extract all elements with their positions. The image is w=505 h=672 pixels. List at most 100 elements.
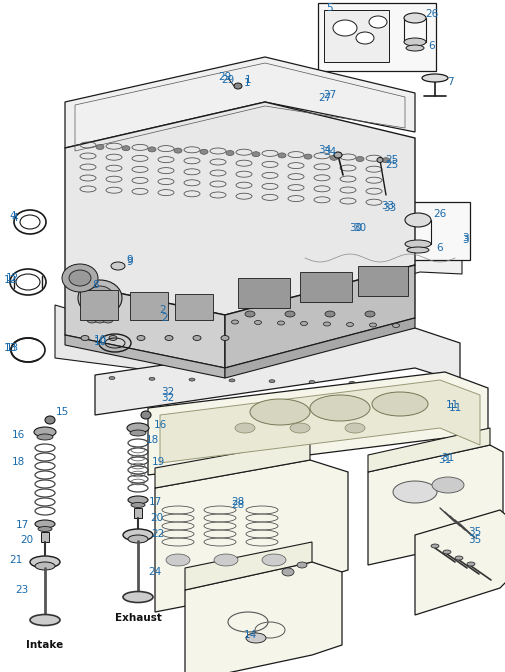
Polygon shape bbox=[225, 318, 414, 378]
Ellipse shape bbox=[45, 416, 55, 424]
Text: 27: 27 bbox=[323, 90, 336, 100]
Text: 30: 30 bbox=[349, 223, 362, 233]
Ellipse shape bbox=[192, 335, 200, 341]
Text: 1: 1 bbox=[243, 78, 250, 88]
Ellipse shape bbox=[404, 240, 430, 248]
Text: 4: 4 bbox=[10, 211, 16, 221]
Text: 6: 6 bbox=[428, 41, 434, 51]
Text: 13: 13 bbox=[6, 343, 19, 353]
Ellipse shape bbox=[405, 45, 423, 51]
Text: 33: 33 bbox=[383, 203, 396, 213]
Ellipse shape bbox=[30, 556, 60, 568]
Ellipse shape bbox=[245, 633, 266, 643]
Text: 2: 2 bbox=[160, 305, 166, 315]
Ellipse shape bbox=[123, 529, 153, 541]
Ellipse shape bbox=[233, 83, 241, 89]
Text: 2: 2 bbox=[162, 313, 168, 323]
Ellipse shape bbox=[221, 335, 229, 341]
Text: 7: 7 bbox=[446, 77, 452, 87]
Ellipse shape bbox=[234, 423, 255, 433]
Ellipse shape bbox=[214, 554, 237, 566]
Ellipse shape bbox=[30, 614, 60, 626]
Polygon shape bbox=[65, 102, 414, 315]
Ellipse shape bbox=[406, 247, 428, 253]
Text: 29: 29 bbox=[218, 72, 231, 82]
Ellipse shape bbox=[69, 270, 91, 286]
Bar bbox=[317, 3, 435, 71]
Polygon shape bbox=[155, 460, 347, 612]
Text: 31: 31 bbox=[437, 455, 451, 465]
Bar bbox=[387, 202, 469, 260]
Polygon shape bbox=[367, 445, 502, 565]
Ellipse shape bbox=[296, 562, 307, 568]
Text: 23: 23 bbox=[15, 585, 29, 595]
Ellipse shape bbox=[249, 399, 310, 425]
Bar bbox=[237, 278, 289, 308]
Ellipse shape bbox=[37, 434, 53, 440]
Text: 17: 17 bbox=[15, 520, 29, 530]
Text: 10: 10 bbox=[93, 335, 107, 345]
Ellipse shape bbox=[431, 477, 463, 493]
Polygon shape bbox=[367, 428, 489, 472]
Ellipse shape bbox=[111, 262, 125, 270]
Ellipse shape bbox=[281, 568, 293, 576]
Ellipse shape bbox=[392, 323, 399, 327]
Ellipse shape bbox=[346, 323, 353, 327]
Ellipse shape bbox=[122, 146, 130, 151]
Ellipse shape bbox=[310, 395, 369, 421]
Ellipse shape bbox=[262, 554, 285, 566]
Ellipse shape bbox=[128, 535, 147, 543]
Ellipse shape bbox=[430, 544, 438, 548]
Ellipse shape bbox=[78, 280, 122, 316]
Ellipse shape bbox=[109, 376, 115, 380]
Polygon shape bbox=[289, 205, 461, 308]
Polygon shape bbox=[95, 328, 459, 415]
Ellipse shape bbox=[329, 155, 337, 161]
Ellipse shape bbox=[289, 423, 310, 433]
Ellipse shape bbox=[231, 320, 238, 324]
Ellipse shape bbox=[277, 153, 285, 158]
Text: 9: 9 bbox=[126, 255, 133, 265]
Ellipse shape bbox=[332, 20, 357, 36]
Text: 11: 11 bbox=[447, 403, 461, 413]
Text: 28: 28 bbox=[231, 497, 244, 507]
Ellipse shape bbox=[38, 526, 52, 532]
Ellipse shape bbox=[128, 496, 147, 504]
Ellipse shape bbox=[86, 286, 114, 310]
Ellipse shape bbox=[376, 157, 382, 163]
Text: 3: 3 bbox=[461, 235, 468, 245]
Bar bbox=[358, 266, 407, 296]
Ellipse shape bbox=[165, 335, 173, 341]
Bar bbox=[175, 294, 213, 320]
Text: Exhaust: Exhaust bbox=[114, 613, 161, 623]
Ellipse shape bbox=[174, 148, 182, 153]
Text: 18: 18 bbox=[11, 457, 25, 467]
Text: 1: 1 bbox=[244, 75, 251, 85]
Text: 20: 20 bbox=[20, 535, 33, 545]
Ellipse shape bbox=[35, 520, 55, 528]
Ellipse shape bbox=[388, 382, 394, 385]
Text: 12: 12 bbox=[6, 273, 19, 283]
Text: 34: 34 bbox=[318, 145, 331, 155]
Text: 18: 18 bbox=[145, 435, 158, 445]
Text: 25: 25 bbox=[385, 160, 398, 170]
Text: Intake: Intake bbox=[26, 640, 64, 650]
Polygon shape bbox=[147, 372, 487, 475]
Text: 30: 30 bbox=[352, 223, 366, 233]
Ellipse shape bbox=[344, 423, 364, 433]
Text: 16: 16 bbox=[153, 420, 166, 430]
Text: 26: 26 bbox=[432, 209, 446, 219]
Bar bbox=[41, 532, 49, 542]
Ellipse shape bbox=[35, 562, 55, 570]
Text: 33: 33 bbox=[381, 201, 394, 211]
Text: 35: 35 bbox=[468, 535, 481, 545]
Bar bbox=[299, 272, 351, 302]
Text: 31: 31 bbox=[440, 453, 453, 463]
Ellipse shape bbox=[95, 317, 105, 323]
Text: 17: 17 bbox=[148, 497, 161, 507]
Text: 4: 4 bbox=[12, 213, 18, 223]
Ellipse shape bbox=[348, 381, 355, 384]
Text: 9: 9 bbox=[126, 257, 133, 267]
Ellipse shape bbox=[421, 74, 447, 82]
Ellipse shape bbox=[403, 38, 425, 46]
